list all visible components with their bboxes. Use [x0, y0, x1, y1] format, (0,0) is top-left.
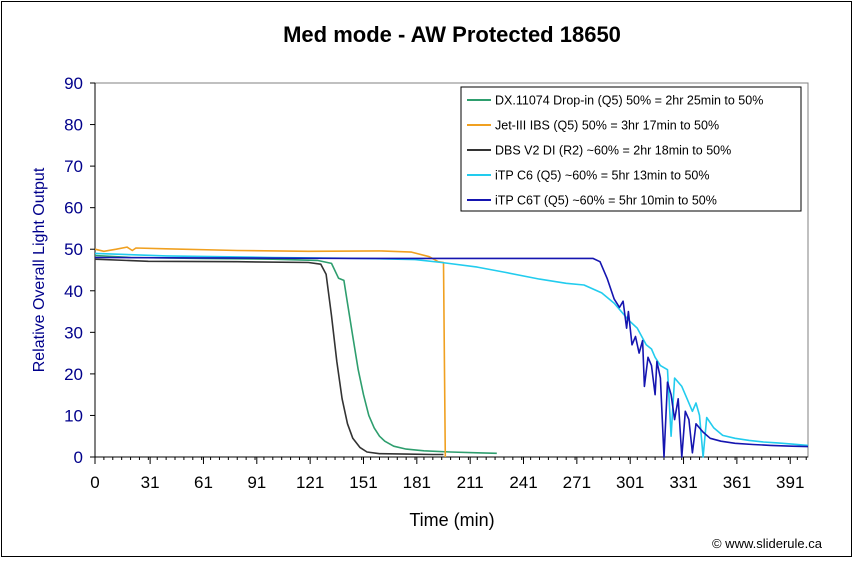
- x-tick-label: 151: [349, 473, 377, 492]
- x-tick-label: 331: [669, 473, 697, 492]
- legend-entry-4: iTP C6 (Q5) ~60% = 5hr 13min to 50%: [495, 169, 709, 183]
- y-tick-label: 80: [64, 116, 83, 135]
- legend-entry-5: iTP C6T (Q5) ~60% = 5hr 10min to 50%: [495, 194, 717, 208]
- y-tick-label: 30: [64, 323, 83, 342]
- x-tick-label: 181: [403, 473, 431, 492]
- x-tick-label: 121: [296, 473, 324, 492]
- legend: DX.11074 Drop-in (Q5) 50% = 2hr 25min to…: [460, 86, 802, 212]
- chart-title: Med mode - AW Protected 18650: [283, 22, 621, 47]
- x-tick-label: 211: [457, 473, 484, 492]
- series-line-1: [94, 254, 497, 455]
- legend-box: [460, 86, 802, 212]
- y-axis-label: Relative Overall Light Output: [31, 167, 48, 372]
- y-tick-label: 50: [64, 240, 83, 259]
- y-tick-label: 10: [64, 406, 83, 425]
- x-tick-label: 391: [776, 473, 804, 492]
- x-tick-label: 241: [509, 473, 537, 492]
- x-tick-label: 301: [616, 473, 644, 492]
- y-tick-label: 60: [64, 199, 83, 218]
- x-tick-label: 271: [563, 473, 591, 492]
- series-line-3: [94, 258, 444, 456]
- x-axis-label: Time (min): [409, 510, 494, 530]
- x-tick-label: 361: [723, 473, 751, 492]
- y-tick-label: 90: [64, 74, 83, 93]
- x-tick-label: 61: [194, 473, 213, 492]
- x-tick-label: 31: [141, 473, 160, 492]
- legend-entry-3: DBS V2 DI (R2) ~60% = 2hr 18min to 50%: [495, 144, 731, 158]
- series-line-4: [94, 252, 809, 458]
- series-line-2: [94, 246, 447, 458]
- legend-entry-1: DX.11074 Drop-in (Q5) 50% = 2hr 25min to…: [495, 94, 763, 108]
- credit-text: © www.sliderule.ca: [712, 536, 823, 551]
- series-line-5: [94, 256, 809, 458]
- y-tick-label: 20: [64, 365, 83, 384]
- y-tick-label: 40: [64, 282, 83, 301]
- x-tick-label: 0: [90, 473, 99, 492]
- plot-area: 0 10 20 30 40 50 60 70 80 90 0 31 61 91 121 151 181 211 24…: [64, 74, 809, 492]
- y-tick-label: 70: [64, 157, 83, 176]
- y-tick-label: 0: [74, 448, 83, 467]
- x-tick-label: 91: [247, 473, 266, 492]
- legend-entry-2: Jet-III IBS (Q5) 50% = 3hr 17min to 50%: [495, 119, 719, 133]
